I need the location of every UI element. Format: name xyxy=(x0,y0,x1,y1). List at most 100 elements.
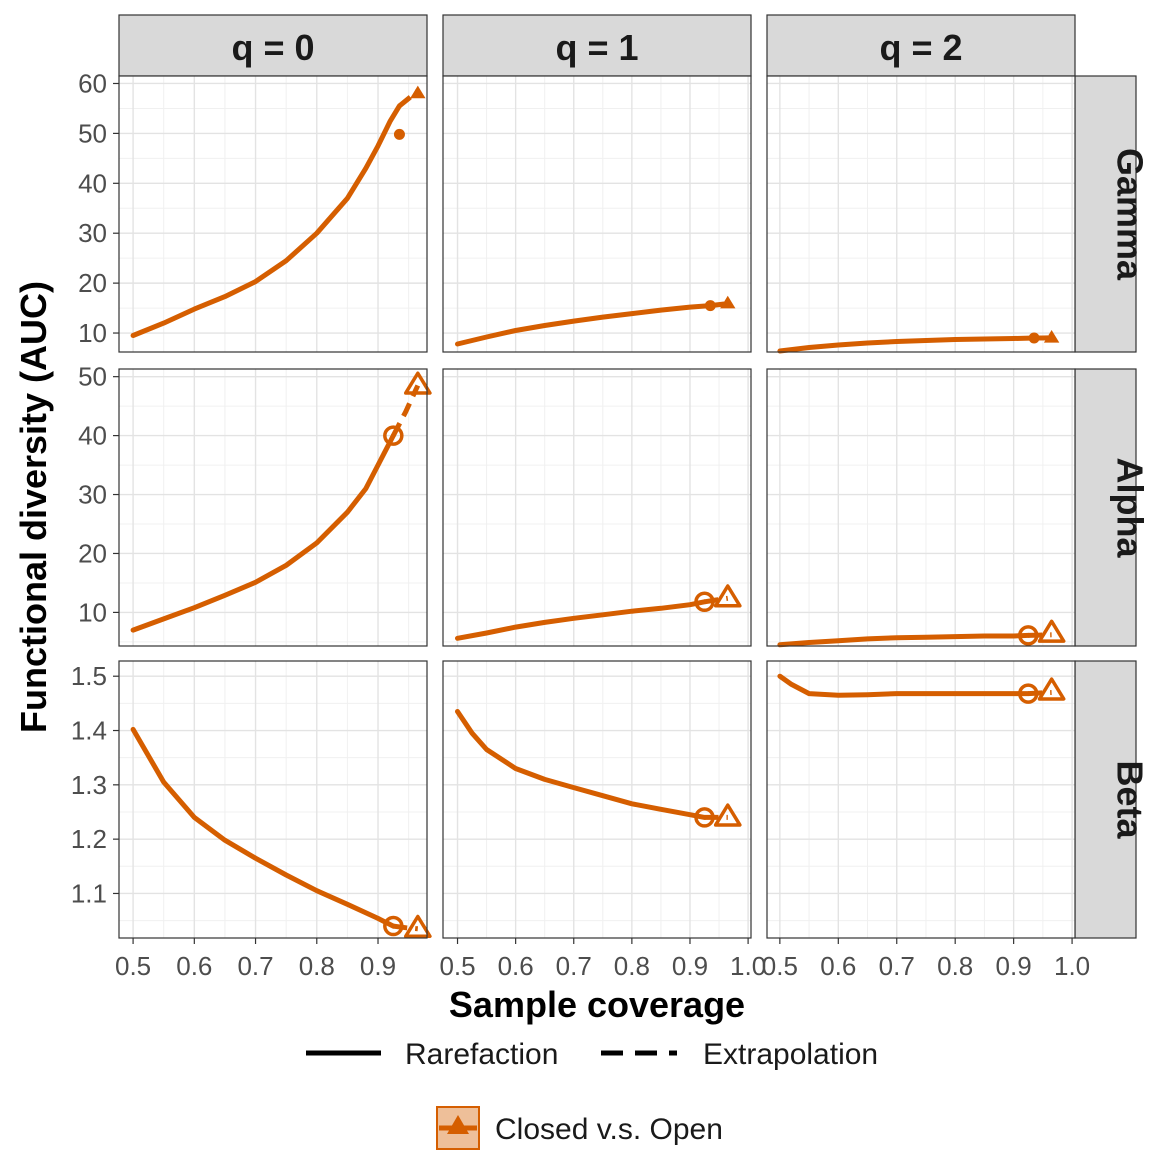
legend-fill-label: Closed v.s. Open xyxy=(495,1113,723,1146)
rarefaction-line xyxy=(455,599,707,641)
rarefaction-line xyxy=(455,709,707,820)
legend-fill-key-triangle-icon xyxy=(447,1115,469,1134)
observed-point-open-circle xyxy=(694,807,715,828)
x-tick-label: 0.9 xyxy=(996,951,1032,981)
observed-point-open-circle xyxy=(1017,683,1039,704)
panel-border xyxy=(118,368,428,647)
panel-background xyxy=(119,661,427,938)
column-strip-label: q = 2 xyxy=(879,27,962,68)
x-tick-label: 1.0 xyxy=(1054,951,1090,981)
panel-background xyxy=(119,76,427,352)
observed-point-filled-circle xyxy=(1028,332,1040,344)
legend: Rarefaction Extrapolation Closed v.s. Op… xyxy=(306,1038,878,1150)
column-strip xyxy=(442,14,752,77)
panel-background xyxy=(443,369,751,646)
row-strip-label: Gamma xyxy=(1110,148,1151,281)
y-tick-label: 20 xyxy=(78,538,107,568)
panel-background xyxy=(767,369,1075,646)
y-tick-label: 50 xyxy=(78,362,107,392)
x-tick-label: 0.8 xyxy=(937,951,973,981)
panel-border xyxy=(766,660,1076,939)
endpoint-open-triangle xyxy=(403,371,432,395)
endpoint-filled-triangle xyxy=(410,85,426,99)
x-tick-label: 0.6 xyxy=(498,951,534,981)
endpoint-open-triangle xyxy=(1037,619,1066,643)
column-strip-label: q = 1 xyxy=(555,27,638,68)
panel-border xyxy=(442,75,752,353)
panel-border xyxy=(118,660,428,939)
panel-background xyxy=(443,76,751,352)
rarefaction-line xyxy=(777,335,1037,354)
row-strip-label: Beta xyxy=(1110,760,1151,839)
endpoint-open-triangle xyxy=(713,803,742,827)
y-tick-label: 60 xyxy=(78,68,107,98)
endpoint-open-triangle xyxy=(403,914,432,939)
endpoint-open-triangle xyxy=(713,584,742,608)
y-axis-title: Functional diversity (AUC) xyxy=(13,281,54,733)
rarefaction-line xyxy=(130,433,396,633)
panel-background xyxy=(767,76,1075,352)
x-tick-label: 0.8 xyxy=(614,951,650,981)
y-tick-label: 1.5 xyxy=(71,661,107,691)
y-tick-label: 1.3 xyxy=(71,770,107,800)
panel-border xyxy=(766,75,1076,353)
x-tick-label: 0.7 xyxy=(237,951,273,981)
observed-point-open-circle xyxy=(1017,625,1039,646)
panel-border xyxy=(442,660,752,939)
y-tick-label: 10 xyxy=(78,318,107,348)
rarefaction-line xyxy=(130,726,396,929)
y-tick-label: 1.4 xyxy=(71,716,107,746)
x-tick-label: 0.7 xyxy=(879,951,915,981)
rarefaction-line xyxy=(455,303,713,347)
endpoint-open-triangle xyxy=(1037,677,1066,701)
x-tick-label: 0.6 xyxy=(176,951,212,981)
extrapolation-line xyxy=(392,923,419,932)
x-tick-label: 1.0 xyxy=(730,951,766,981)
y-tick-label: 40 xyxy=(78,421,107,451)
column-strip-label: q = 0 xyxy=(231,27,314,68)
legend-extrapolation-label: Extrapolation xyxy=(703,1038,878,1071)
y-tick-label: 30 xyxy=(78,218,107,248)
column-strip xyxy=(766,14,1076,77)
extrapolation-line xyxy=(1028,632,1052,638)
x-tick-label: 0.8 xyxy=(299,951,335,981)
row-strip xyxy=(1074,660,1137,939)
x-tick-label: 0.9 xyxy=(672,951,708,981)
y-tick-label: 20 xyxy=(78,268,107,298)
panel-background xyxy=(767,661,1075,938)
panel-background xyxy=(119,369,427,646)
panel-border xyxy=(118,75,428,353)
observed-point-open-circle xyxy=(383,915,404,937)
x-axis-title: Sample coverage xyxy=(449,984,745,1025)
y-tick-label: 10 xyxy=(78,597,107,627)
observed-point-filled-circle xyxy=(704,300,716,312)
panels-layer: q = 0 q = 1 q = 2 Gamma Alpha Beta 10 20 30 40 50 6… xyxy=(71,14,1151,981)
row-strip xyxy=(1074,368,1137,647)
observed-point-open-circle xyxy=(383,425,404,446)
extrapolation-line xyxy=(704,595,729,605)
panel-background xyxy=(443,661,751,938)
x-tick-label: 0.5 xyxy=(439,951,475,981)
legend-rarefaction-label: Rarefaction xyxy=(405,1038,558,1071)
endpoint-filled-triangle xyxy=(720,295,736,309)
endpoint-filled-triangle xyxy=(1043,329,1060,343)
extrapolation-line xyxy=(1028,690,1052,697)
panel-border xyxy=(766,368,1076,647)
y-tick-label: 1.1 xyxy=(71,878,107,908)
rarefaction-line xyxy=(130,103,402,338)
row-strip-label: Alpha xyxy=(1110,457,1151,558)
y-tick-label: 40 xyxy=(78,168,107,198)
x-tick-label: 0.7 xyxy=(556,951,592,981)
y-tick-label: 1.2 xyxy=(71,824,107,854)
observed-point-open-circle xyxy=(694,591,715,613)
column-strip xyxy=(118,14,428,77)
observed-point-filled-circle xyxy=(393,128,405,140)
panel-border xyxy=(442,368,752,647)
x-tick-label: 0.9 xyxy=(360,951,396,981)
x-tick-label: 0.6 xyxy=(820,951,856,981)
x-tick-label: 0.5 xyxy=(115,951,151,981)
rarefaction-line xyxy=(777,673,1031,698)
y-tick-label: 30 xyxy=(78,480,107,510)
row-strip xyxy=(1074,75,1137,353)
